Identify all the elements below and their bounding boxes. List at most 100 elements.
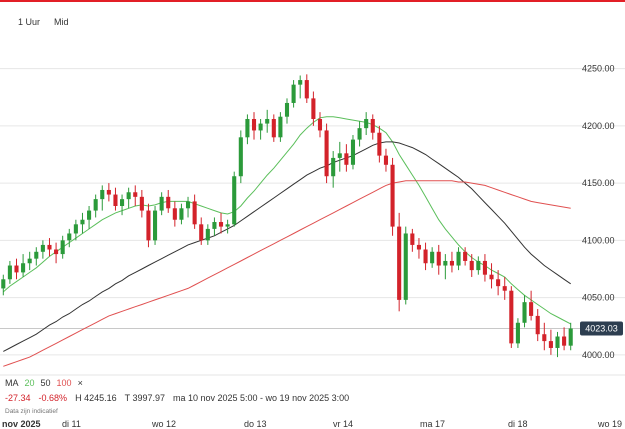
candle-body xyxy=(133,192,138,197)
candle-body xyxy=(7,265,12,280)
candle-body xyxy=(436,251,441,266)
candle-body xyxy=(225,224,230,227)
x-tick-label: di 18 xyxy=(508,419,528,429)
candle-body xyxy=(284,102,290,117)
y-tick-label: 4250.00 xyxy=(582,64,615,74)
candle-body xyxy=(172,208,177,220)
candle-body xyxy=(522,302,527,323)
y-tick-label: 4150.00 xyxy=(582,178,615,188)
candle-body xyxy=(278,116,283,138)
x-tick-label: wo 12 xyxy=(151,419,176,429)
ma50-legend[interactable]: 50 xyxy=(40,378,51,388)
candle-body xyxy=(166,196,171,209)
candle-body xyxy=(218,222,224,227)
candle-body xyxy=(238,137,243,177)
candle-body xyxy=(153,210,158,241)
candle-body xyxy=(324,130,329,177)
candle-body xyxy=(60,240,65,255)
y-tick-label: 4200.00 xyxy=(582,121,615,131)
candle-body xyxy=(179,208,184,220)
candle-body xyxy=(126,192,131,200)
candle-body xyxy=(416,244,421,250)
x-tick-label: vr 14 xyxy=(333,419,353,429)
ma100-legend[interactable]: 100 xyxy=(56,378,72,388)
price-change: -27.34 xyxy=(5,393,31,403)
candle-body xyxy=(199,224,204,241)
candle-body xyxy=(47,244,52,250)
candle-body xyxy=(245,118,250,138)
candle-body xyxy=(463,251,468,261)
candle-body xyxy=(271,118,276,138)
candle-body xyxy=(344,153,349,165)
candle-body xyxy=(311,98,316,119)
candle-body xyxy=(496,279,501,287)
candle-body xyxy=(423,249,428,264)
candle-body xyxy=(350,139,356,165)
date-range: ma 10 nov 2025 5:00 - wo 19 nov 2025 3:0… xyxy=(172,393,350,403)
candle-body xyxy=(14,265,19,273)
ma-100-line xyxy=(3,180,571,367)
candle-body xyxy=(185,201,191,209)
y-tick-label: 4000.00 xyxy=(582,350,615,360)
candle-body xyxy=(139,196,144,211)
disclaimer-note: Data zijn indicatief xyxy=(5,408,58,415)
price-change-pct: -0.68% xyxy=(38,393,68,403)
ma-legend-title: MA xyxy=(5,378,19,388)
candle-body xyxy=(515,322,520,344)
candle-body xyxy=(469,260,474,271)
candle-body xyxy=(146,210,151,241)
candle-body xyxy=(383,155,389,165)
candle-body xyxy=(80,219,85,225)
candle-body xyxy=(397,226,402,300)
current-price-label: 4023.03 xyxy=(580,321,623,336)
candle-body xyxy=(430,251,435,264)
x-tick-label: nov 2025 xyxy=(2,419,41,429)
candle-body xyxy=(337,153,342,158)
candle-body xyxy=(159,196,164,211)
ma20-legend[interactable]: 20 xyxy=(24,378,35,388)
candle-body xyxy=(449,260,454,266)
top-accent-line xyxy=(0,0,625,2)
candle-body xyxy=(251,118,257,131)
candle-body xyxy=(317,118,323,131)
candle-body xyxy=(67,233,72,241)
candle-body xyxy=(502,286,507,291)
timeframe-1h[interactable]: 1 Uur xyxy=(18,17,41,27)
x-tick-label: do 13 xyxy=(244,419,267,429)
candle-body xyxy=(1,279,6,289)
candle-body xyxy=(265,118,270,124)
candle-body xyxy=(410,233,415,245)
candle-body xyxy=(390,164,395,227)
candle-body xyxy=(482,260,487,275)
timeframe-mid[interactable]: Mid xyxy=(54,17,69,27)
y-tick-label: 4100.00 xyxy=(582,235,615,245)
x-tick-label: di 11 xyxy=(62,419,81,429)
candle-body xyxy=(291,84,296,103)
candle-body xyxy=(529,302,534,316)
candle-body xyxy=(205,228,210,241)
timeframe-bar: 1 Uur Mid xyxy=(0,10,69,34)
candle-body xyxy=(555,336,560,348)
candle-body xyxy=(113,194,118,206)
candle-body xyxy=(370,118,375,133)
candle-body xyxy=(509,290,514,344)
candle-body xyxy=(535,315,540,335)
current-price-text: 4023.03 xyxy=(585,323,618,333)
candle-body xyxy=(548,341,553,348)
x-tick-label: ma 17 xyxy=(420,419,445,429)
high-value: H 4245.16 xyxy=(75,393,117,403)
candle-body xyxy=(298,80,303,85)
candle-body xyxy=(54,249,59,255)
candle-body xyxy=(212,222,217,229)
x-tick-label: wo 19 xyxy=(597,419,622,429)
close-icon[interactable]: × xyxy=(77,378,83,388)
ma-legend: MA 20 50 100 × xyxy=(5,378,83,388)
candle-body xyxy=(476,260,481,271)
candle-body xyxy=(357,128,362,140)
ma-50-line xyxy=(3,141,571,352)
low-value: T 3997.97 xyxy=(124,393,165,403)
candle-body xyxy=(443,260,448,266)
candle-body xyxy=(21,263,26,273)
current-price-label-bg xyxy=(580,321,623,336)
